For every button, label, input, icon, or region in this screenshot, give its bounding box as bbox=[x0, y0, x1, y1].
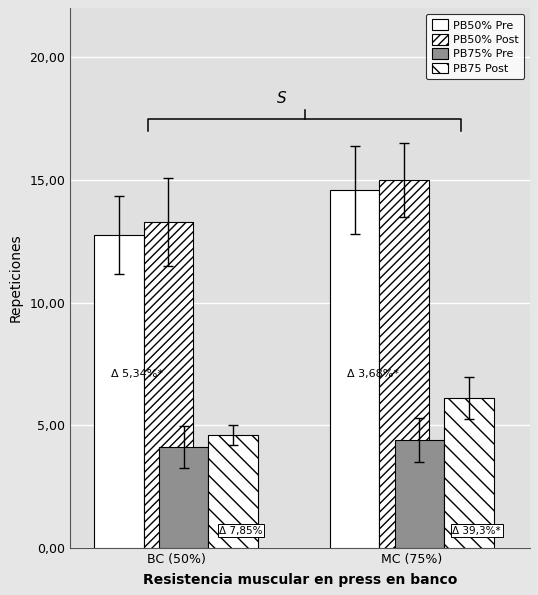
Bar bbox=[444, 398, 494, 548]
Bar bbox=[395, 440, 444, 548]
Bar bbox=[94, 235, 144, 548]
Text: Δ 39,3%*: Δ 39,3%* bbox=[452, 525, 501, 536]
Y-axis label: Repeticiones: Repeticiones bbox=[8, 234, 23, 322]
Bar bbox=[379, 180, 429, 548]
Bar bbox=[330, 190, 379, 548]
Bar bbox=[144, 222, 193, 548]
Text: Δ 7,85%: Δ 7,85% bbox=[219, 525, 263, 536]
Bar bbox=[209, 435, 258, 548]
X-axis label: Resistencia muscular en press en banco: Resistencia muscular en press en banco bbox=[143, 572, 457, 587]
Text: Δ 3,68%*: Δ 3,68%* bbox=[347, 369, 399, 379]
Text: Δ 5,34%*: Δ 5,34%* bbox=[111, 369, 163, 379]
Text: S: S bbox=[278, 92, 287, 107]
Bar bbox=[159, 447, 209, 548]
Legend: PB50% Pre, PB50% Post, PB75% Pre, PB75 Post: PB50% Pre, PB50% Post, PB75% Pre, PB75 P… bbox=[426, 14, 524, 80]
